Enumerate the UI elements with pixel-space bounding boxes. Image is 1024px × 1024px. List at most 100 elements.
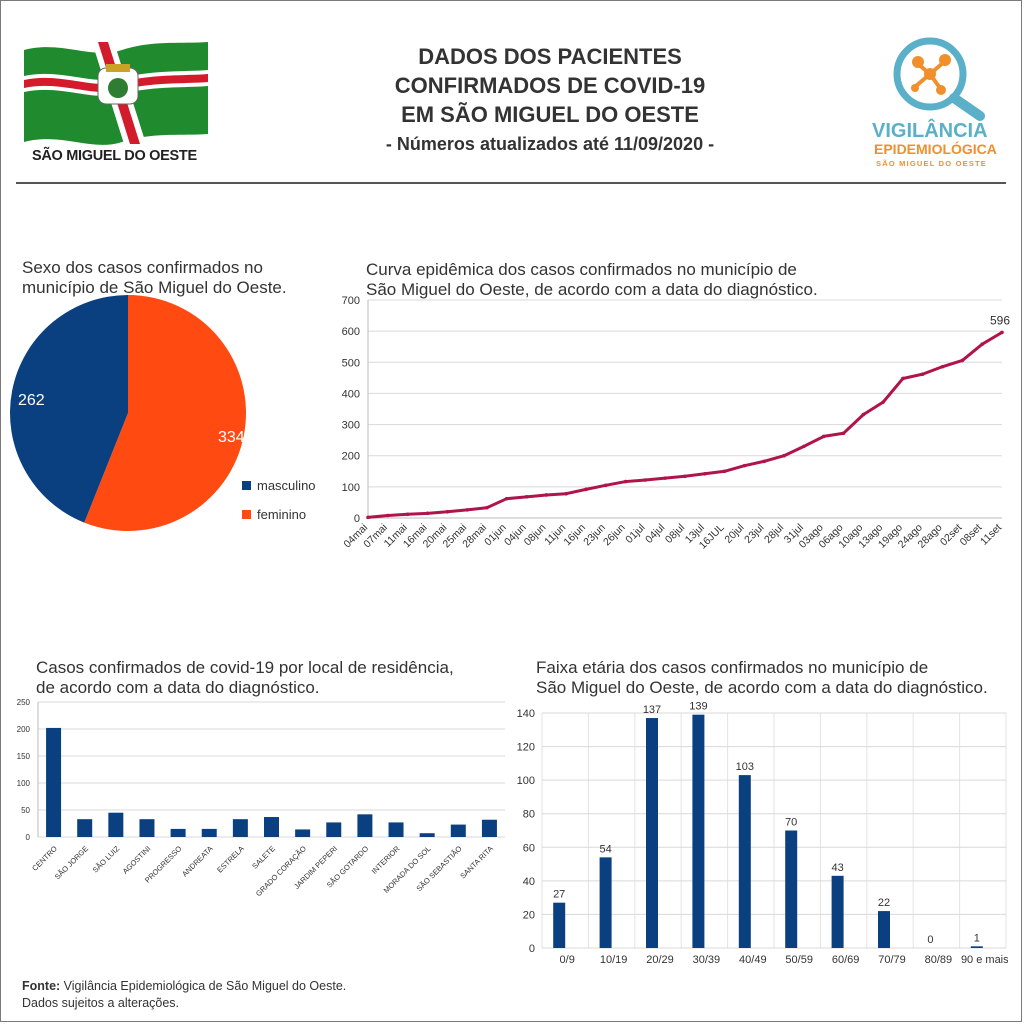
- local-xtick-label: ESTRELA: [215, 844, 246, 875]
- epidemic-curve-point: [386, 513, 390, 518]
- line-xtick-label: 28jul: [762, 522, 786, 546]
- footer: Fonte: Vigilância Epidemiológica de São …: [22, 978, 346, 1012]
- epidemic-curve-point: [564, 491, 568, 496]
- epidemic-curve-point: [663, 476, 667, 480]
- local-bar: [326, 822, 342, 837]
- epidemic-curve-point: [425, 511, 430, 516]
- epidemic-curve-point: [782, 453, 786, 458]
- local-xtick-label: SÃO LUIZ: [91, 844, 122, 875]
- age-xtick-label: 50/59: [785, 954, 813, 966]
- epidemic-curve-point: [821, 434, 826, 439]
- local-title-line-2: de acordo com a data do diagnóstico.: [36, 678, 320, 697]
- local-xtick-label: INTERIOR: [370, 844, 402, 876]
- epidemic-curve-point: [920, 372, 925, 376]
- age-ytick-label: 20: [523, 909, 535, 921]
- age-xtick-label: 30/39: [693, 954, 721, 966]
- local-xtick-label: SALETE: [250, 844, 277, 871]
- local-xtick-label: SANTA RITA: [458, 844, 495, 881]
- age-bar: [553, 902, 566, 948]
- local-bar: [450, 824, 466, 837]
- local-bar: [232, 819, 248, 837]
- local-bar: [419, 833, 435, 837]
- age-xtick-label: 10/19: [600, 954, 628, 966]
- age-xtick-label: 20/29: [646, 954, 674, 966]
- line-xtick-label: 01jun: [482, 522, 509, 549]
- header-divider: [16, 182, 1006, 184]
- epidemic-curve-point: [960, 358, 965, 363]
- age-bar: [970, 946, 983, 948]
- line-xtick-label: 04jul: [643, 522, 667, 546]
- local-xtick-label: ANDREATA: [180, 844, 214, 878]
- local-bar: [201, 828, 217, 837]
- line-ytick-label: 600: [342, 326, 360, 338]
- epidemic-curve-point: [901, 376, 905, 381]
- local-xtick-label: SÃO JORGE: [53, 844, 90, 881]
- city-flag-icon: [24, 42, 208, 145]
- age-bar-value-label: 43: [831, 862, 843, 874]
- epidemic-curve-point: [802, 444, 806, 449]
- local-bar: [357, 814, 373, 837]
- local-ytick-label: 200: [17, 725, 31, 734]
- epidemic-curve-point: [742, 463, 747, 468]
- line-chart-title: Curva epidêmica dos casos confirmados no…: [366, 260, 818, 300]
- city-logo-text: SÃO MIGUEL DO OESTE: [32, 148, 197, 164]
- epidemic-curve-point: [722, 469, 727, 474]
- age-bar: [692, 714, 705, 948]
- epidemic-curve-point: [623, 479, 628, 484]
- age-bar: [878, 911, 890, 948]
- line-xtick-label: 23jun: [581, 522, 608, 549]
- line-ytick-label: 200: [342, 451, 360, 463]
- epidemic-curve-point: [703, 471, 707, 476]
- page-subtitle: - Números atualizados até 11/09/2020 -: [385, 134, 715, 154]
- age-bar-value-label: 54: [599, 843, 611, 855]
- title-line-1: DADOS DOS PACIENTES: [418, 44, 682, 69]
- agency-logo-line3: SÃO MIGUEL DO OESTE: [876, 159, 988, 168]
- age-bar: [831, 875, 844, 948]
- age-chart-title: Faixa etária dos casos confirmados no mu…: [536, 658, 988, 698]
- pie-legend: masculino feminino: [242, 478, 316, 522]
- epidemic-curve-point: [504, 496, 509, 501]
- epidemic-curve-point: [603, 483, 608, 488]
- footer-text: Vigilância Epidemiológica de São Miguel …: [63, 979, 347, 993]
- pie-chart: 262 334: [10, 295, 247, 531]
- agency-logo-line2: EPIDEMIOLÓGICA: [874, 141, 997, 157]
- age-xtick-label: 40/49: [739, 954, 767, 966]
- title-line-2: CONFIRMADOS DE COVID-19: [394, 73, 706, 98]
- line-ytick-label: 300: [342, 420, 360, 432]
- age-bar: [599, 857, 612, 948]
- line-ytick-label: 500: [342, 357, 360, 369]
- epidemic-curve-point: [841, 431, 846, 436]
- footer-line-2: Dados sujeitos a alterações.: [22, 996, 180, 1010]
- pie-value-feminino: 334: [218, 429, 245, 446]
- epidemic-curve-point: [544, 493, 549, 497]
- legend-label-feminino: feminino: [257, 507, 307, 522]
- local-bar: [170, 828, 186, 837]
- age-bar-value-label: 0: [927, 934, 933, 946]
- age-ytick-label: 140: [517, 708, 535, 720]
- pie-chart-title: Sexo dos casos confirmados no município …: [22, 258, 287, 298]
- age-xtick-label: 80/89: [925, 954, 953, 966]
- legend-item-masculino: masculino: [242, 478, 316, 493]
- local-bar: [139, 819, 155, 837]
- pie-slice-feminino: [84, 295, 247, 531]
- local-bar: [388, 822, 404, 837]
- line-xtick-label: 16jun: [561, 522, 588, 549]
- line-chart: 010020030040050060070004mai07mai11mai16m…: [341, 295, 1010, 552]
- local-title-line-1: Casos confirmados de covid-19 por local …: [36, 658, 454, 677]
- age-ytick-label: 0: [529, 943, 535, 955]
- age-bar-value-label: 70: [785, 817, 797, 829]
- line-title-line-2: São Miguel do Oeste, de acordo com a dat…: [366, 280, 818, 299]
- epidemic-curve-point: [683, 474, 687, 479]
- local-ytick-label: 150: [17, 752, 31, 761]
- age-ytick-label: 100: [517, 775, 535, 787]
- age-bar-value-label: 22: [878, 897, 890, 909]
- line-xtick-label: 08set: [958, 522, 985, 549]
- epidemic-curve-point: [643, 478, 648, 482]
- local-bar: [481, 819, 497, 837]
- epidemic-curve-point: [584, 487, 588, 492]
- line-ytick-label: 700: [342, 295, 360, 307]
- pie-title-line-1: Sexo dos casos confirmados no: [22, 258, 263, 277]
- line-xtick-label: 08jun: [522, 522, 549, 549]
